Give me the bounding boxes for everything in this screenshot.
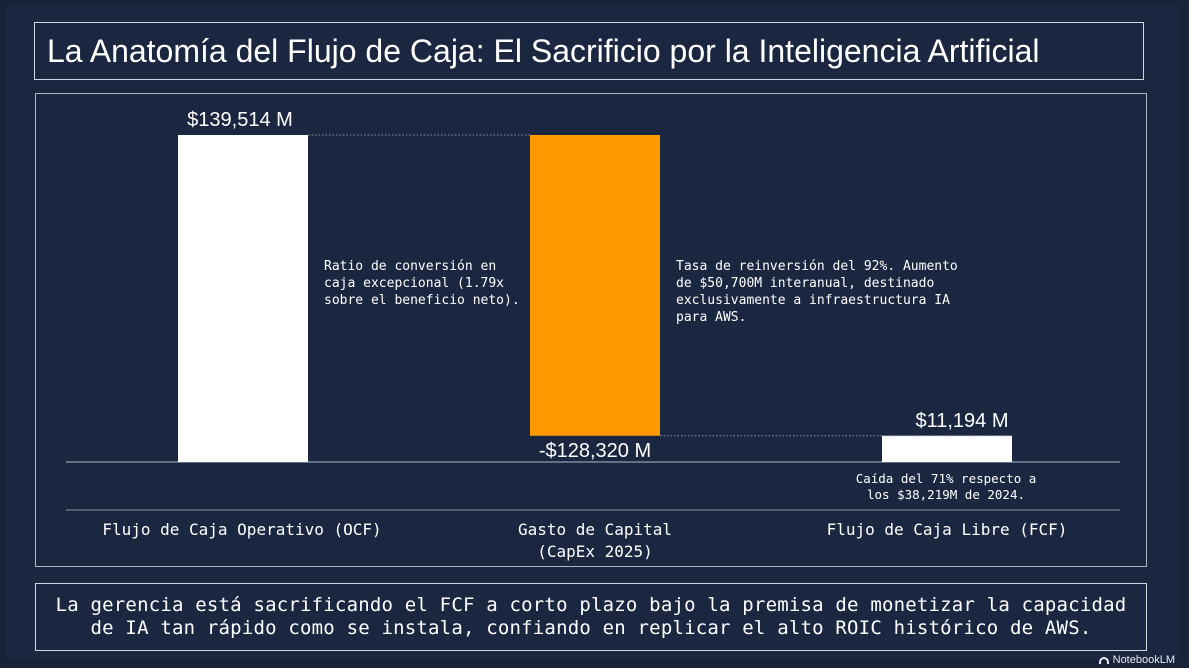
footer-conclusion: La gerencia está sacrificando el FCF a c… <box>55 594 1127 639</box>
annotation-fcf-line: Caída del 71% respecto a <box>856 471 1037 486</box>
notebooklm-logo-icon <box>1098 656 1109 664</box>
footer-frame: La gerencia está sacrificando el FCF a c… <box>35 583 1147 651</box>
bar-fcf <box>882 435 1012 462</box>
annotation-capex-line: para AWS. <box>676 310 746 325</box>
annotation-fcf-line: los $38,219M de 2024. <box>867 487 1025 502</box>
category-label-fcf: Flujo de Caja Libre (FCF) <box>827 520 1068 539</box>
category-label-capex: Gasto de Capital <box>518 520 672 539</box>
chart-frame <box>35 93 1147 567</box>
annotation-ocf-line: caja excepcional (1.79x <box>324 276 504 291</box>
bar-ocf <box>178 135 308 462</box>
brand-label: NotebookLM <box>1112 654 1175 666</box>
annotation-capex-line: de $50,700M interanual, destinado <box>676 276 934 291</box>
value-label-capex: -$128,320 M <box>539 440 651 462</box>
page-title: La Anatomía del Flujo de Caja: El Sacrif… <box>47 33 1040 69</box>
category-label-ocf: Flujo de Caja Operativo (OCF) <box>102 520 381 539</box>
value-label-ocf: $139,514 M <box>187 109 293 131</box>
title-frame: La Anatomía del Flujo de Caja: El Sacrif… <box>34 22 1144 80</box>
annotation-capex-line: Tasa de reinversión del 92%. Aumento <box>676 259 958 274</box>
brand-watermark: NotebookLM <box>1098 654 1175 666</box>
annotation-capex-line: exclusivamente a infraestructura IA <box>676 293 950 308</box>
value-label-fcf: $11,194 M <box>915 410 1008 432</box>
bar-capex <box>530 135 660 436</box>
category-label-capex: (CapEx 2025) <box>537 542 653 561</box>
annotation-ocf-line: Ratio de conversión en <box>324 259 496 274</box>
annotation-ocf-line: sobre el beneficio neto). <box>324 293 520 308</box>
